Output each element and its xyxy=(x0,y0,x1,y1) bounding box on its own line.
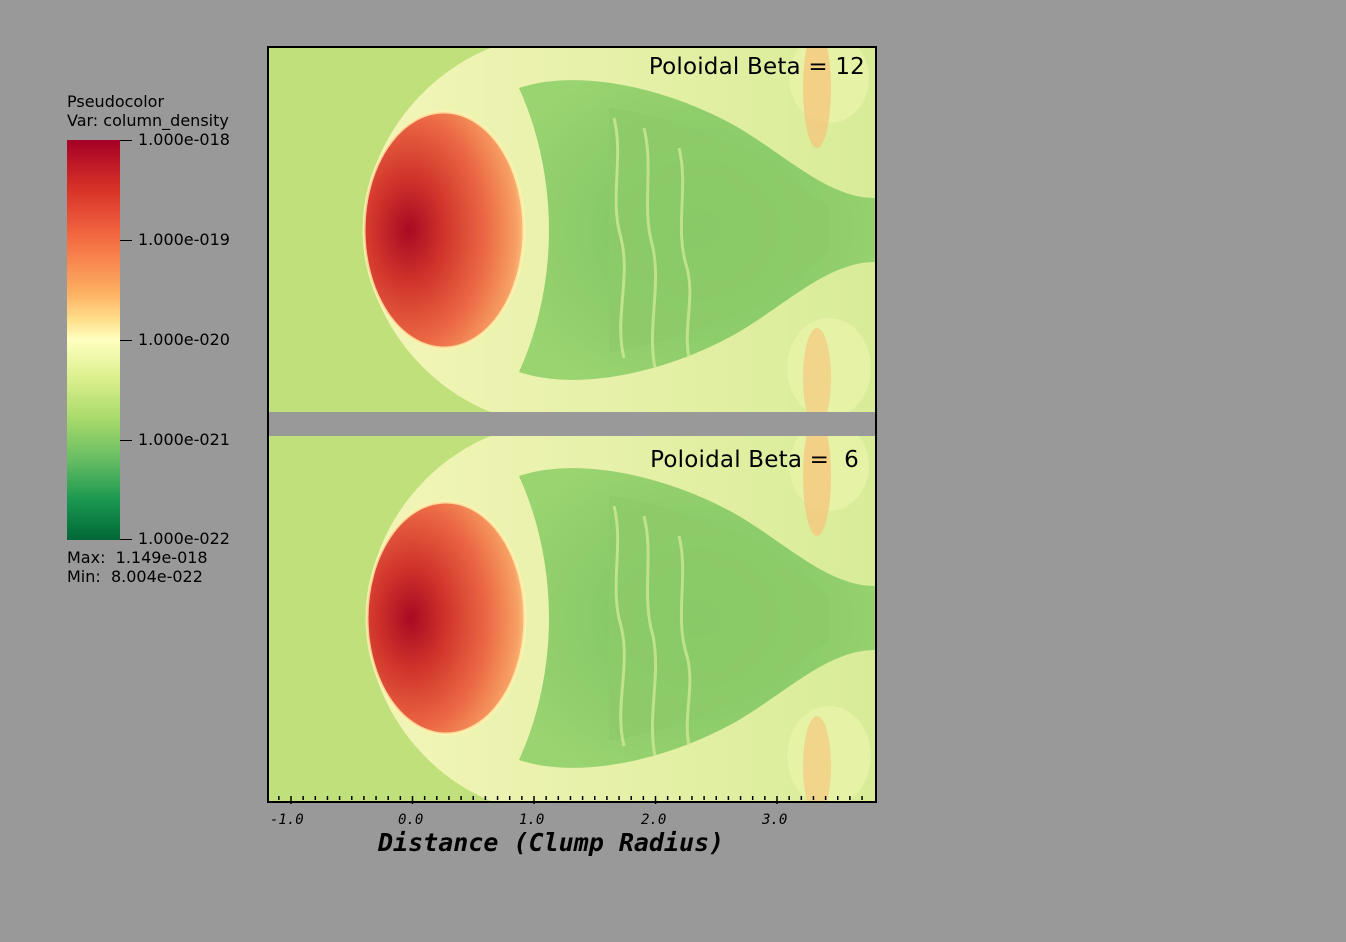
panel-bottom: Poloidal Beta = 6 xyxy=(269,436,875,801)
colorbar-tick xyxy=(120,340,132,341)
colorbar-tick-label: 1.000e-018 xyxy=(138,130,230,149)
colorbar-tick xyxy=(120,539,132,540)
x-tick-label: 3.0 xyxy=(762,812,788,828)
colorbar-tick-label: 1.000e-022 xyxy=(138,529,230,548)
panel-title-bottom: Poloidal Beta = 6 xyxy=(650,447,859,473)
plot-frame: Poloidal Beta = 12 xyxy=(267,46,877,803)
colorbar-tick xyxy=(120,140,132,141)
panel-separator xyxy=(269,412,875,436)
panel-top: Poloidal Beta = 12 xyxy=(269,48,875,412)
colorbar-tick-label: 1.000e-020 xyxy=(138,330,230,349)
x-axis-ticks xyxy=(278,796,863,804)
density-map-bottom xyxy=(269,436,875,801)
legend-title: Pseudocolor xyxy=(67,92,165,111)
x-axis-label: Distance (Clump Radius) xyxy=(378,828,725,857)
x-tick-label: 2.0 xyxy=(641,812,667,828)
density-map-top xyxy=(269,48,875,412)
legend-min: Min: 8.004e-022 xyxy=(67,567,203,586)
panel-title-top: Poloidal Beta = 12 xyxy=(648,54,865,80)
legend-max: Max: 1.149e-018 xyxy=(67,548,208,567)
colorbar xyxy=(67,140,120,540)
x-tick-label: 0.0 xyxy=(398,812,424,828)
legend-var-label: Var: column_density xyxy=(67,111,229,130)
colorbar-tick-label: 1.000e-021 xyxy=(138,430,230,449)
colorbar-tick xyxy=(120,240,132,241)
colorbar-tick xyxy=(120,440,132,441)
colorbar-tick-label: 1.000e-019 xyxy=(138,230,230,249)
x-tick-label: 1.0 xyxy=(519,812,545,828)
x-tick-label: -1.0 xyxy=(270,812,304,828)
